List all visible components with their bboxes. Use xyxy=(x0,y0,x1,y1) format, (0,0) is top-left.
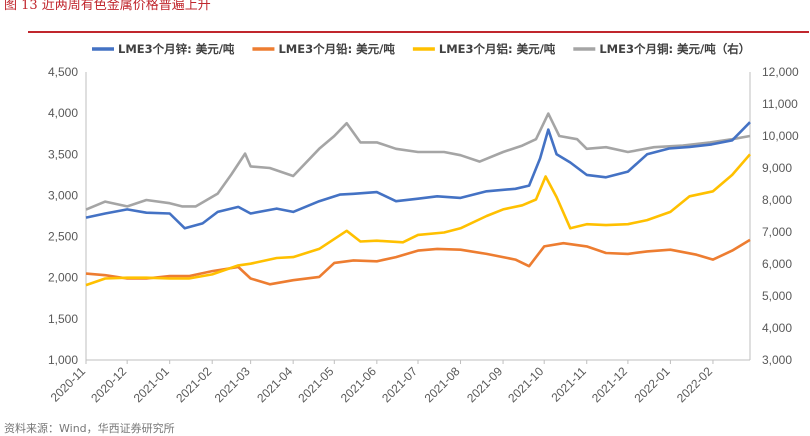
left-tick-label: 4,000 xyxy=(48,106,78,120)
legend-label-zinc: LME3个月锌: 美元/吨 xyxy=(118,42,235,56)
right-tick-label: 10,000 xyxy=(762,129,799,143)
x-tick-label: 2021-09 xyxy=(464,364,505,405)
right-y-axis: 3,000 4,000 5,000 6,000 7,000 8,000 9,000 10,00… xyxy=(749,65,799,367)
x-tick-label: 2021-12 xyxy=(589,364,630,405)
title-rule xyxy=(28,31,809,33)
series-lines xyxy=(85,112,751,287)
right-tick-label: 8,000 xyxy=(762,193,792,207)
x-tick-label: 2022-02 xyxy=(674,364,715,405)
x-tick-label: 2021-10 xyxy=(505,364,546,405)
legend-label-lead: LME3个月铅: 美元/吨 xyxy=(278,42,395,56)
x-tick-label: 2021-07 xyxy=(379,364,420,405)
x-tick-label: 2020-11 xyxy=(48,364,89,405)
right-tick-label: 3,000 xyxy=(762,353,792,367)
x-tick-label: 2021-05 xyxy=(295,364,336,405)
x-tick-label: 2021-01 xyxy=(131,364,172,405)
left-tick-label: 2,500 xyxy=(48,230,78,244)
right-tick-label: 9,000 xyxy=(762,161,792,175)
chart-legend: LME3个月锌: 美元/吨 LME3个月铅: 美元/吨 LME3个月铝: 美元/吨 L… xyxy=(92,42,750,56)
x-tick-label: 2020-12 xyxy=(88,364,129,405)
right-tick-label: 11,000 xyxy=(762,97,798,111)
left-tick-label: 1,000 xyxy=(48,353,78,367)
left-y-axis: 1,000 1,500 2,000 2,500 3,000 3,500 4,000 4,500 xyxy=(48,65,87,367)
legend-label-copper: LME3个月铜: 美元/吨（右） xyxy=(599,42,750,56)
left-tick-label: 1,500 xyxy=(48,312,78,326)
series-line-aluminum xyxy=(85,153,751,287)
right-tick-label: 12,000 xyxy=(762,65,799,79)
legend-label-aluminum: LME3个月铝: 美元/吨 xyxy=(439,42,556,56)
figure-title: 图 13 近两周有色金属价格普遍上升 xyxy=(4,0,211,13)
series-line-copper xyxy=(85,112,751,211)
right-tick-label: 4,000 xyxy=(762,321,792,335)
x-tick-label: 2021-08 xyxy=(422,364,463,405)
x-tick-label: 2022-01 xyxy=(632,364,673,405)
series-line-lead xyxy=(85,238,751,286)
right-tick-label: 6,000 xyxy=(762,257,792,271)
x-tick-label: 2021-04 xyxy=(254,364,295,405)
x-tick-label: 2021-02 xyxy=(173,364,214,405)
right-tick-label: 5,000 xyxy=(762,289,792,303)
x-tick-label: 2021-11 xyxy=(548,364,589,405)
left-tick-label: 4,500 xyxy=(48,65,78,79)
left-tick-label: 3,500 xyxy=(48,147,78,161)
right-tick-label: 7,000 xyxy=(762,225,792,239)
left-tick-label: 3,000 xyxy=(48,188,78,202)
x-tick-label: 2021-03 xyxy=(212,364,253,405)
left-tick-label: 2,000 xyxy=(48,271,78,285)
figure-source: 资料来源：Wind，华西证券研究所 xyxy=(4,422,175,435)
series-line-zinc xyxy=(85,121,751,230)
x-tick-label: 2021-06 xyxy=(338,364,379,405)
